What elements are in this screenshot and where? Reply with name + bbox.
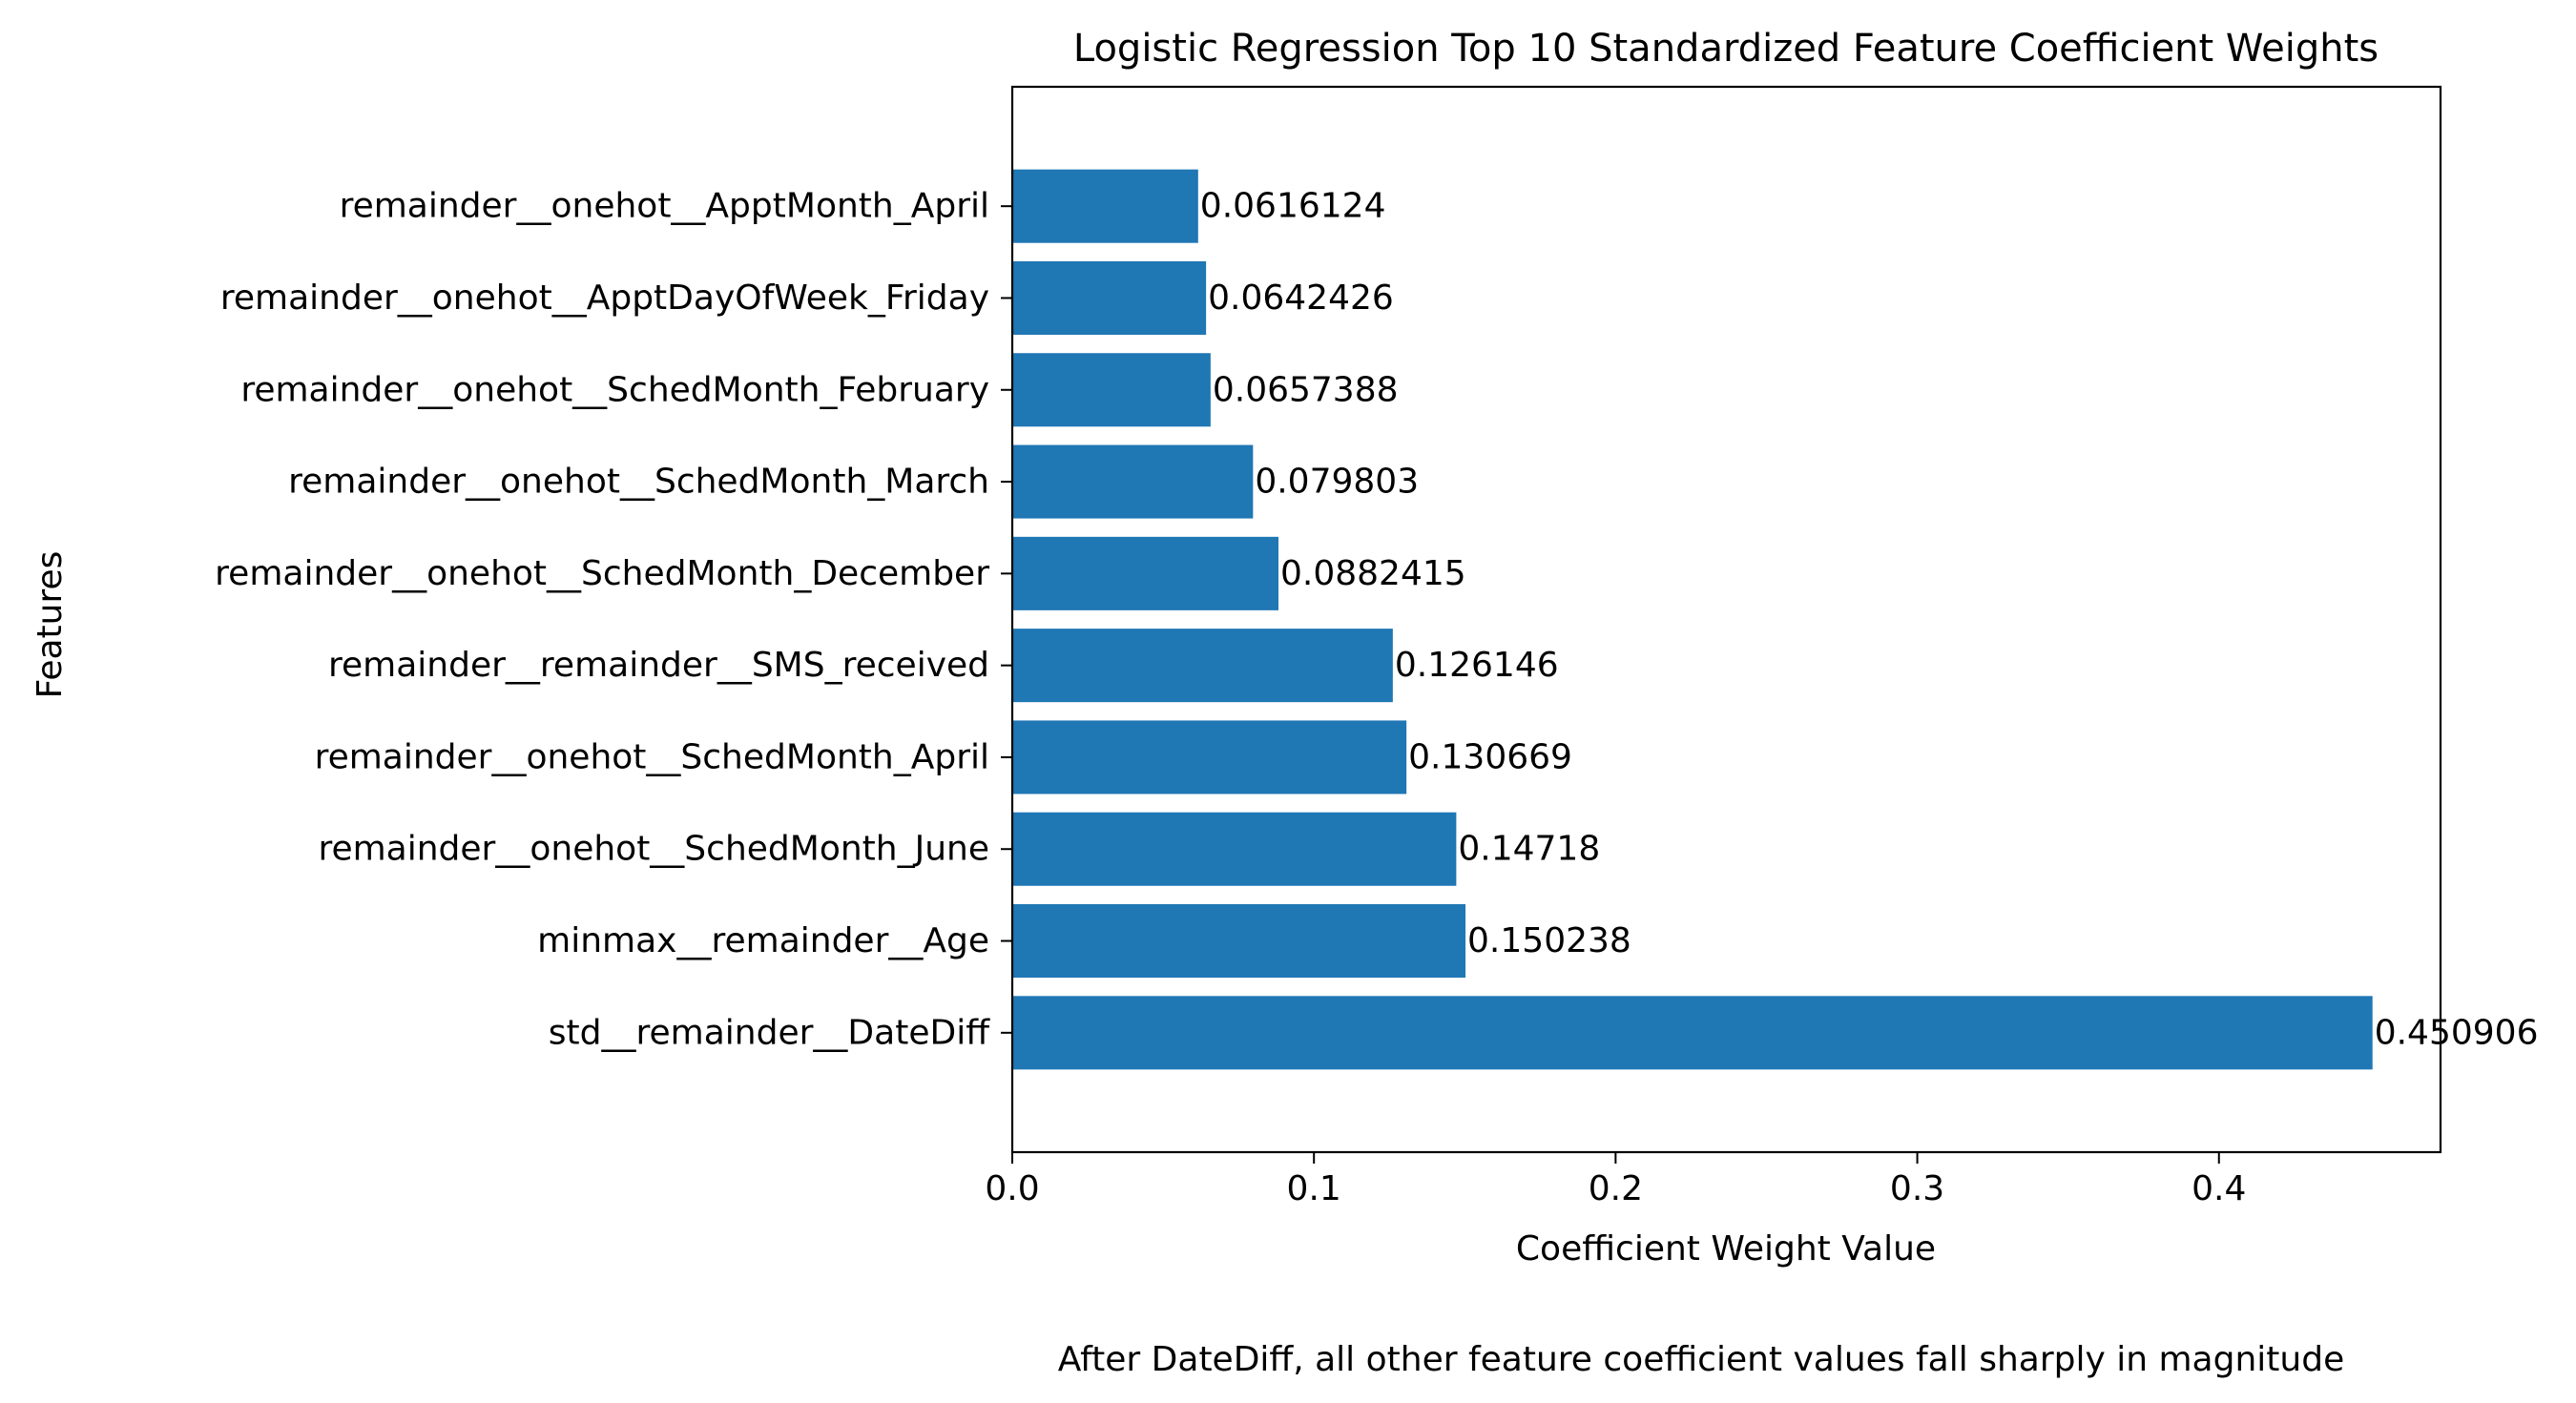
bars-layer: 0.450906 0.150238 0.14718 0.130669 0.126146 0… xyxy=(1012,169,2539,1070)
y-tick-label: remainder__onehot__SchedMonth_December xyxy=(215,554,989,593)
y-tick-label: remainder__onehot__SchedMonth_March xyxy=(288,463,989,502)
bar-value-label: 0.0882415 xyxy=(1280,554,1466,593)
chart-title: Logistic Regression Top 10 Standardized … xyxy=(1073,27,2379,71)
y-axis-label: Features xyxy=(31,551,70,699)
bar-value-label: 0.0616124 xyxy=(1200,187,1386,226)
bar-value-label: 0.14718 xyxy=(1458,830,1600,869)
bar-value-label: 0.130669 xyxy=(1408,737,1572,776)
bar xyxy=(1012,260,1207,335)
y-tick-label: remainder__onehot__SchedMonth_June xyxy=(318,830,989,869)
bar xyxy=(1012,169,1198,243)
y-tick-label: minmax__remainder__Age xyxy=(537,921,989,960)
bar xyxy=(1012,996,2373,1070)
x-axis-label: Coefficient Weight Value xyxy=(1516,1229,1936,1269)
y-tick-label: std__remainder__DateDiff xyxy=(549,1013,990,1052)
bar-value-label: 0.150238 xyxy=(1467,921,1631,960)
bar-value-label: 0.450906 xyxy=(2375,1013,2539,1052)
x-axis: 0.0 0.1 0.2 0.3 0.4 xyxy=(985,1152,2246,1208)
bar xyxy=(1012,536,1279,610)
bar xyxy=(1012,629,1393,703)
chart-caption: After DateDiff, all other feature coeffi… xyxy=(1058,1340,2344,1379)
bar xyxy=(1012,720,1407,794)
y-tick-label: remainder__onehot__ApptDayOfWeek_Friday xyxy=(220,279,989,318)
y-tick-label: remainder__onehot__SchedMonth_February xyxy=(240,370,989,409)
bar xyxy=(1012,904,1466,979)
x-tick-label: 0.4 xyxy=(2192,1169,2246,1208)
bar xyxy=(1012,353,1211,427)
y-tick-label: remainder__onehot__SchedMonth_April xyxy=(315,737,989,776)
bar-value-label: 0.079803 xyxy=(1255,463,1419,502)
y-axis: std__remainder__DateDiff minmax__remainde… xyxy=(215,187,1012,1052)
bar xyxy=(1012,812,1457,886)
x-tick-label: 0.1 xyxy=(1287,1169,1341,1208)
x-tick-label: 0.3 xyxy=(1890,1169,1944,1208)
bar-value-label: 0.126146 xyxy=(1395,646,1559,685)
x-tick-label: 0.2 xyxy=(1589,1169,1643,1208)
bar-value-label: 0.0657388 xyxy=(1213,370,1399,409)
y-tick-label: remainder__remainder__SMS_received xyxy=(328,646,989,685)
x-tick-label: 0.0 xyxy=(985,1169,1039,1208)
plot-frame xyxy=(1010,85,2442,1154)
bar-value-label: 0.0642426 xyxy=(1208,279,1394,318)
y-tick-label: remainder__onehot__ApptMonth_April xyxy=(340,187,989,226)
bar xyxy=(1012,444,1254,519)
